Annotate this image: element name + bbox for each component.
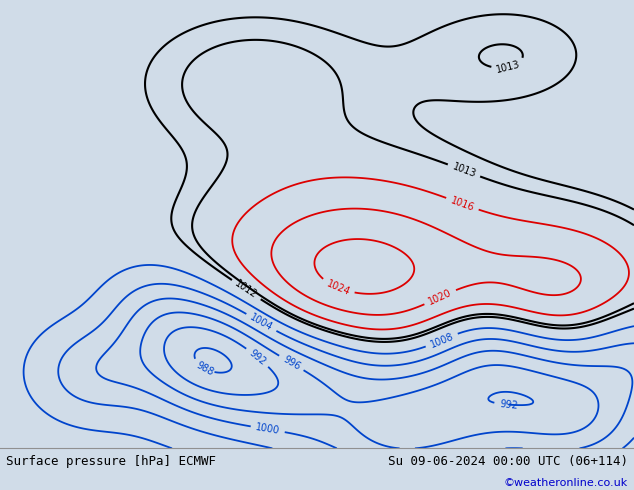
Text: 1004: 1004: [249, 312, 275, 333]
Text: 1013: 1013: [451, 162, 477, 179]
Text: Su 09-06-2024 00:00 UTC (06+114): Su 09-06-2024 00:00 UTC (06+114): [387, 455, 628, 468]
Text: 1008: 1008: [429, 331, 455, 349]
Text: 1020: 1020: [427, 288, 453, 307]
Text: 992: 992: [499, 399, 518, 411]
Text: 1012: 1012: [233, 279, 259, 301]
Text: Surface pressure [hPa] ECMWF: Surface pressure [hPa] ECMWF: [6, 455, 216, 468]
Text: 996: 996: [281, 354, 302, 372]
Text: 1000: 1000: [255, 422, 281, 436]
Text: 992: 992: [247, 347, 268, 367]
Text: 1024: 1024: [325, 278, 351, 297]
Text: 988: 988: [195, 360, 216, 377]
Text: ©weatheronline.co.uk: ©weatheronline.co.uk: [503, 477, 628, 488]
Text: 1013: 1013: [495, 59, 522, 74]
Text: 1016: 1016: [449, 195, 476, 213]
